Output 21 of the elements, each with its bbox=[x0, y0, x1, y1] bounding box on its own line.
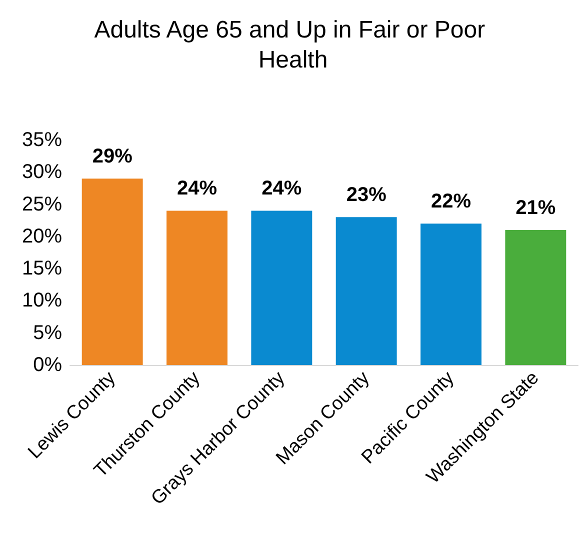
bar bbox=[166, 210, 228, 365]
bar bbox=[505, 230, 566, 365]
y-tick-label: 0% bbox=[33, 354, 62, 376]
bar bbox=[420, 224, 482, 365]
bar bbox=[82, 178, 143, 365]
y-tick-label: 5% bbox=[33, 322, 62, 344]
y-tick-label: 25% bbox=[22, 193, 62, 216]
data-label: 29% bbox=[92, 146, 133, 168]
y-tick-label: 30% bbox=[22, 161, 62, 184]
y-tick-label: 15% bbox=[22, 258, 62, 280]
data-label: 24% bbox=[262, 178, 302, 200]
chart-title: Adults Age 65 and Up in Fair or Poor Health bbox=[94, 16, 492, 74]
data-label: 23% bbox=[346, 184, 387, 206]
data-label: 21% bbox=[516, 197, 556, 219]
bar bbox=[336, 217, 397, 365]
data-label: 24% bbox=[176, 178, 218, 200]
data-label: 22% bbox=[430, 190, 472, 213]
y-tick-label: 35% bbox=[22, 129, 62, 151]
y-tick-label: 10% bbox=[22, 290, 62, 312]
y-tick-label: 20% bbox=[22, 225, 62, 248]
bar bbox=[251, 210, 312, 365]
